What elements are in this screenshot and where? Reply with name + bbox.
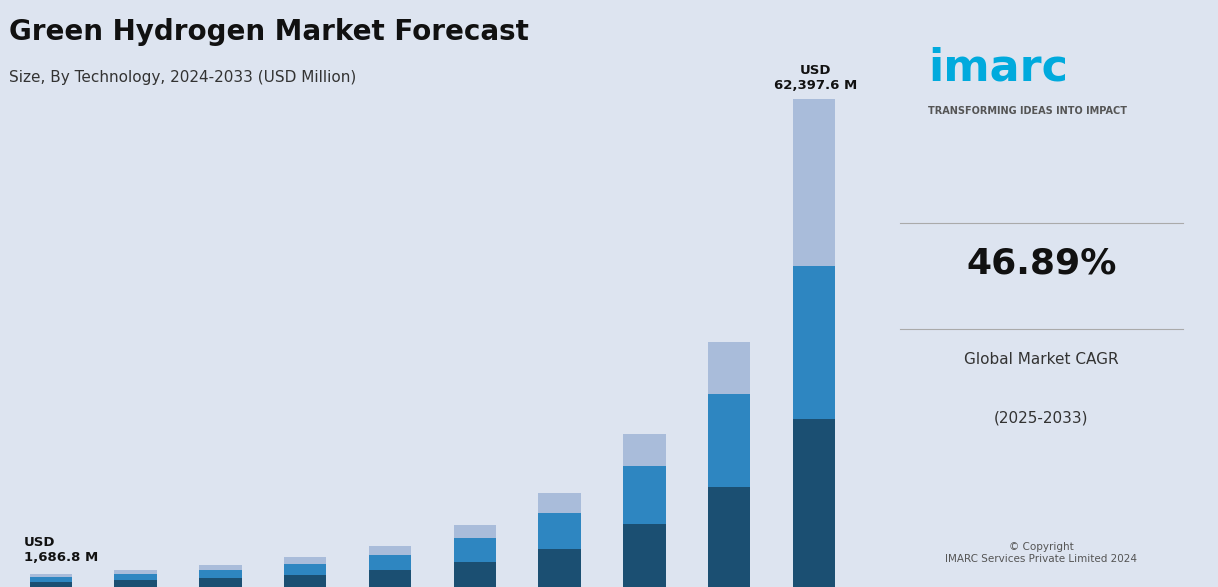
Text: TRANSFORMING IDEAS INTO IMPACT: TRANSFORMING IDEAS INTO IMPACT — [928, 106, 1128, 116]
Bar — [284, 557, 326, 564]
Bar — [538, 514, 581, 549]
Bar — [793, 419, 836, 587]
Bar — [29, 574, 72, 578]
Bar — [29, 582, 72, 587]
Bar — [453, 562, 496, 587]
Text: imarc: imarc — [928, 47, 1068, 90]
Text: (2025-2033): (2025-2033) — [994, 411, 1089, 426]
Text: © Copyright
IMARC Services Private Limited 2024: © Copyright IMARC Services Private Limit… — [945, 542, 1138, 564]
Text: Size, By Technology, 2024-2033 (USD Million): Size, By Technology, 2024-2033 (USD Mill… — [9, 70, 356, 86]
Bar — [114, 574, 157, 580]
Bar — [453, 525, 496, 538]
Bar — [29, 578, 72, 582]
Bar — [369, 545, 412, 555]
Bar — [114, 570, 157, 574]
Bar — [793, 99, 836, 266]
Bar — [369, 555, 412, 570]
Text: 46.89%: 46.89% — [966, 247, 1117, 281]
Bar — [624, 434, 665, 465]
Bar — [793, 266, 836, 419]
Text: USD
1,686.8 M: USD 1,686.8 M — [23, 537, 97, 565]
Bar — [369, 570, 412, 587]
Bar — [538, 549, 581, 587]
Bar — [200, 565, 241, 570]
Text: Global Market CAGR: Global Market CAGR — [965, 352, 1118, 367]
Bar — [538, 494, 581, 514]
Bar — [708, 394, 750, 487]
Bar — [284, 575, 326, 587]
Text: USD
62,397.6 M: USD 62,397.6 M — [773, 65, 857, 92]
Bar — [624, 465, 665, 524]
Text: Green Hydrogen Market Forecast: Green Hydrogen Market Forecast — [9, 18, 529, 46]
Bar — [708, 342, 750, 394]
Bar — [284, 564, 326, 575]
Bar — [200, 570, 241, 578]
Bar — [200, 578, 241, 587]
Bar — [708, 487, 750, 587]
Bar — [453, 538, 496, 562]
Bar — [624, 524, 665, 587]
Bar — [114, 580, 157, 587]
